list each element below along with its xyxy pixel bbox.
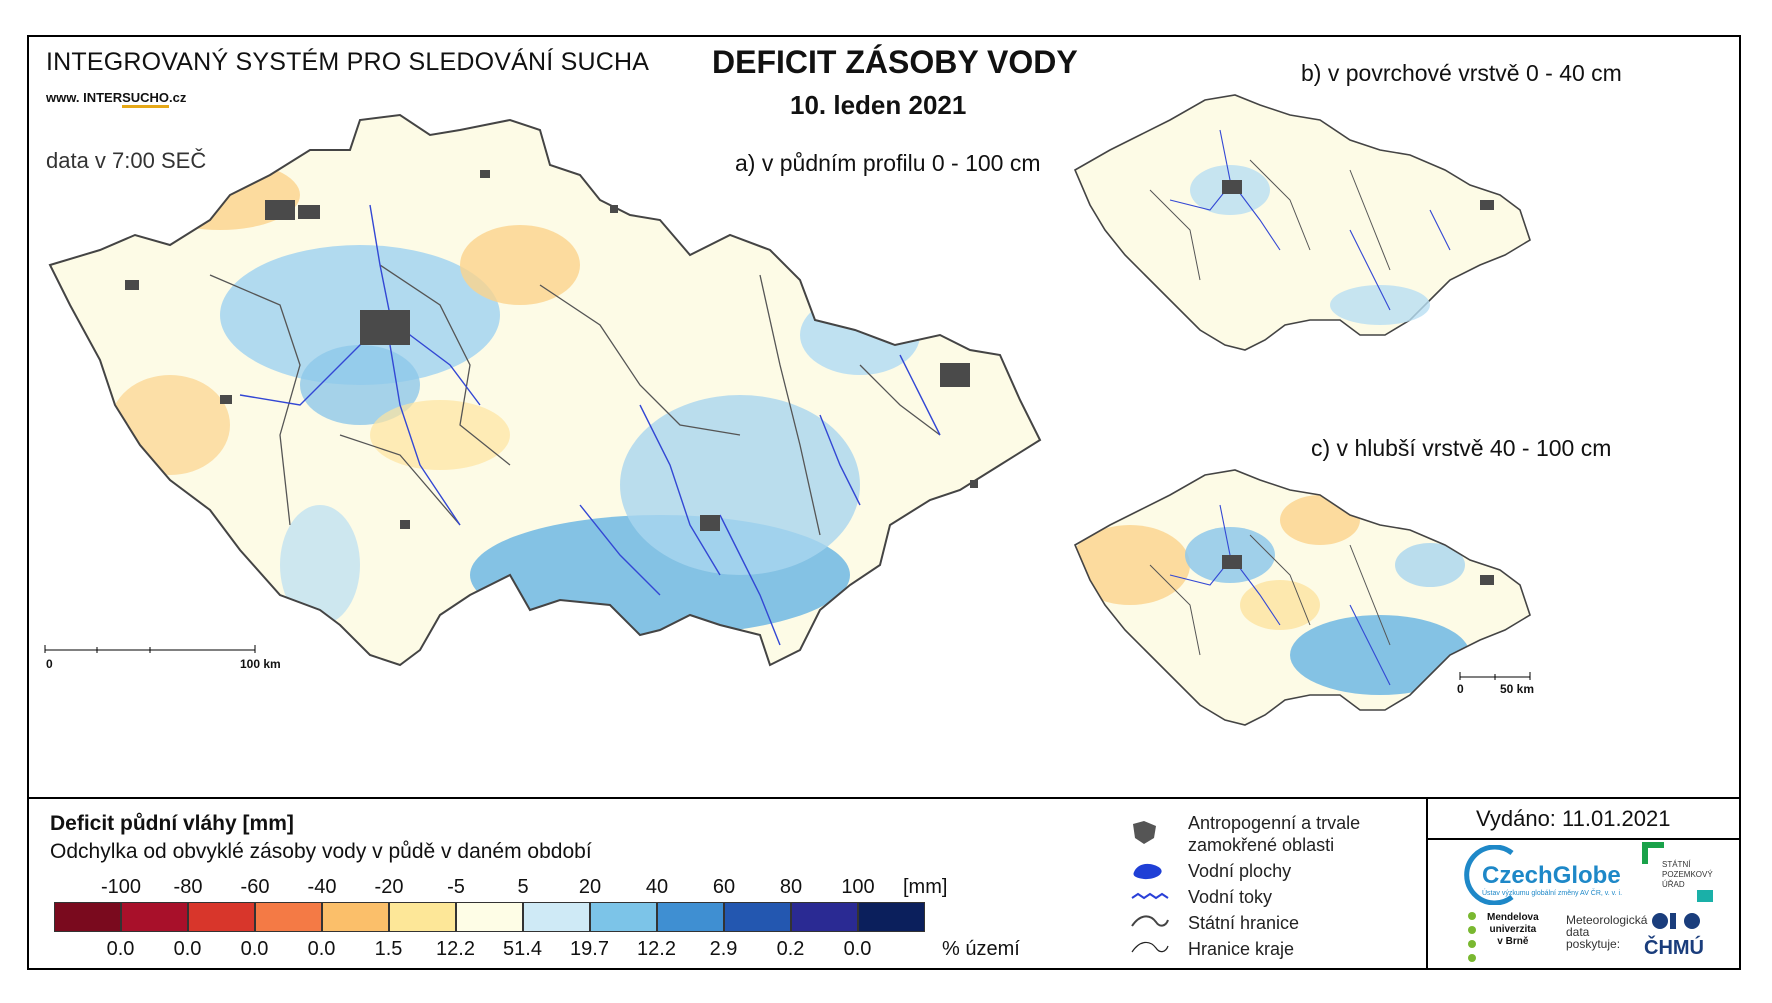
chmu-symbol-icon bbox=[1652, 913, 1700, 929]
legend-tick: 80 bbox=[779, 876, 803, 898]
legend-divider bbox=[27, 797, 1741, 799]
czechglobe-arc-icon bbox=[1464, 845, 1514, 905]
legend-percent: 0.0 bbox=[843, 938, 872, 960]
legend-percent: 2.9 bbox=[709, 938, 738, 960]
legend-tick: 60 bbox=[712, 876, 736, 898]
spu-square-icon bbox=[1697, 890, 1713, 902]
legend-percent: 0.2 bbox=[776, 938, 805, 960]
spu-logo-icon bbox=[1642, 842, 1664, 864]
map-a-label: a) v půdním profilu 0 - 100 cm bbox=[735, 150, 1041, 176]
color-bar-cell bbox=[54, 902, 121, 932]
chmu-logo: ČHMÚ bbox=[1644, 937, 1704, 959]
legend-state-border: Státní hranice bbox=[1188, 913, 1300, 933]
scale-c-start: 0 bbox=[1457, 682, 1464, 696]
color-bar-cell bbox=[657, 902, 724, 932]
legend-tick: -5 bbox=[447, 876, 465, 898]
legend-water-bodies: Vodní plochy bbox=[1188, 861, 1292, 881]
website-link[interactable]: www. INTERSUCHO.cz bbox=[46, 90, 187, 108]
color-bar-cell bbox=[724, 902, 791, 932]
url-prefix: www. INTER bbox=[46, 90, 123, 105]
color-bar-cell bbox=[322, 902, 389, 932]
map-c-label: c) v hlubší vrstvě 40 - 100 cm bbox=[1311, 435, 1612, 461]
legend-region-border: Hranice kraje bbox=[1188, 939, 1295, 959]
color-bar bbox=[54, 902, 925, 932]
system-title: INTEGROVANÝ SYSTÉM PRO SLEDOVÁNÍ SUCHA bbox=[46, 48, 650, 76]
map-c bbox=[1073, 469, 1531, 726]
legend-tick: -20 bbox=[374, 876, 404, 898]
map-b-label: b) v povrchové vrstvě 0 - 40 cm bbox=[1301, 60, 1622, 86]
scale-a-end: 100 km bbox=[240, 657, 281, 671]
color-bar-cell bbox=[121, 902, 188, 932]
water-body-icon bbox=[1133, 863, 1162, 880]
legend-percent: 19.7 bbox=[570, 938, 609, 960]
map-a bbox=[44, 113, 1042, 667]
state-border-icon bbox=[1131, 915, 1169, 927]
data-time: data v 7:00 SEČ bbox=[46, 148, 207, 173]
legend-tick: -60 bbox=[240, 876, 270, 898]
color-bar-cell bbox=[188, 902, 255, 932]
legend-tick: -40 bbox=[307, 876, 337, 898]
legend-tick: 40 bbox=[645, 876, 669, 898]
scale-bar-a bbox=[44, 645, 256, 653]
legend-tick: -100 bbox=[100, 876, 142, 898]
legend-anthropogenic: Antropogenní a trvale zamokřené oblasti bbox=[1188, 813, 1361, 855]
scale-a-start: 0 bbox=[46, 657, 53, 671]
legend-unit: [mm] bbox=[903, 876, 948, 898]
legend-percent: 0.0 bbox=[240, 938, 269, 960]
color-bar-cell bbox=[523, 902, 590, 932]
water-course-icon bbox=[1131, 892, 1169, 900]
map-b bbox=[1073, 94, 1531, 351]
footer-divider bbox=[1426, 797, 1428, 970]
color-bar-cell bbox=[255, 902, 322, 932]
mendelu-logo: Mendelova univerzita v Brně bbox=[1487, 912, 1539, 947]
map-frame bbox=[27, 35, 1741, 970]
legend-tick: 100 bbox=[841, 876, 875, 898]
legend-percent: 0.0 bbox=[173, 938, 202, 960]
main-title: DEFICIT ZÁSOBY VODY bbox=[712, 44, 1078, 80]
legend-percent: 0.0 bbox=[307, 938, 336, 960]
url-highlight: SUCHO bbox=[122, 90, 170, 108]
legend-percent: 12.2 bbox=[637, 938, 676, 960]
legend-water-courses: Vodní toky bbox=[1188, 887, 1273, 907]
czechglobe-logo: CzechGlobe bbox=[1482, 862, 1621, 889]
map-date: 10. leden 2021 bbox=[790, 90, 967, 120]
color-bar-cell bbox=[389, 902, 456, 932]
legend-tick: 5 bbox=[517, 876, 529, 898]
issued-date: Vydáno: 11.01.2021 bbox=[1476, 806, 1671, 831]
scale-bar-c bbox=[1459, 672, 1531, 680]
legend-percent: 0.0 bbox=[106, 938, 135, 960]
scale-c-end: 50 km bbox=[1500, 682, 1535, 696]
legend-title: Deficit půdní vláhy [mm] bbox=[50, 812, 294, 835]
legend-percent: 51.4 bbox=[503, 938, 542, 960]
issued-divider bbox=[1426, 838, 1741, 840]
spu-logo: STÁTNÍ POZEMKOVÝ ÚŘAD bbox=[1662, 860, 1713, 889]
legend-percent: 12.2 bbox=[436, 938, 475, 960]
mendelu-dots-icon bbox=[1468, 912, 1476, 962]
region-border-icon bbox=[1131, 941, 1169, 953]
met-data-label: Meteorologická data poskytuje: bbox=[1566, 913, 1648, 951]
legend-tick: -80 bbox=[173, 876, 203, 898]
legend-tick: 20 bbox=[578, 876, 602, 898]
url-suffix: .cz bbox=[169, 90, 187, 105]
percent-unit: % území bbox=[942, 938, 1020, 960]
color-bar-cell bbox=[590, 902, 657, 932]
legend-percent: 1.5 bbox=[374, 938, 403, 960]
czechglobe-subtitle: Ústav výzkumu globální změny AV ČR, v. v… bbox=[1482, 890, 1623, 897]
color-bar-cell bbox=[791, 902, 858, 932]
anthropogenic-area-icon bbox=[1133, 821, 1156, 844]
color-bar-cell bbox=[858, 902, 925, 932]
color-bar-cell bbox=[456, 902, 523, 932]
legend-subtitle: Odchylka od obvyklé zásoby vody v půdě v… bbox=[50, 840, 592, 863]
